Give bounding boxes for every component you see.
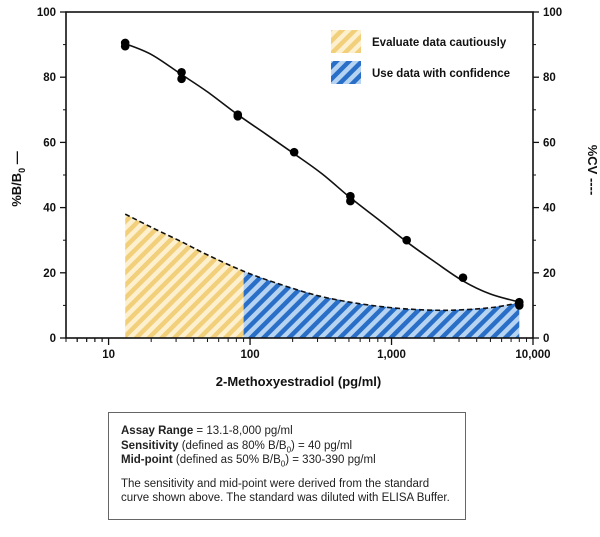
- data-point: [177, 68, 186, 77]
- assay-range-line: Assay Range = 13.1-8,000 pg/ml: [121, 424, 453, 439]
- y-tick-label-right: 100: [543, 7, 562, 19]
- chart: 0 0 20 20 40 40 60 60 80 80 100 100 10 100 1,000 10,000…: [9, 7, 600, 389]
- x-tick-label: 10: [102, 349, 115, 361]
- sensitivity-def: (defined as 80% B/B: [178, 439, 287, 452]
- confidence-region: [243, 271, 520, 338]
- data-point: [514, 301, 524, 310]
- legend-label-confidence: Use data with confidence: [372, 68, 510, 80]
- assay-range-value: = 13.1-8,000 pg/ml: [193, 425, 293, 437]
- y-tick-label-right: 20: [543, 268, 556, 280]
- sensitivity-sub: 0: [286, 444, 292, 454]
- y-tick-label-left: 100: [37, 7, 56, 19]
- y-tick-label-left: 40: [43, 203, 56, 215]
- y-tick-label-left: 80: [43, 72, 56, 84]
- y-tick-label-right: 40: [543, 203, 556, 215]
- midpoint-line: Mid-point (defined as 50% B/B0) = 330-39…: [121, 453, 453, 468]
- y-tick-label-right: 60: [543, 137, 556, 149]
- midpoint-sub: 0: [280, 459, 286, 469]
- x-tick-label: 1,000: [377, 349, 406, 361]
- legend-swatch-caution: [331, 30, 361, 53]
- y-axis-label-right: %CV ----: [585, 145, 600, 196]
- y-tick-label-right: 80: [543, 72, 556, 84]
- y-tick-label-left: 0: [50, 333, 56, 345]
- y-tick-label-left: 60: [43, 137, 56, 149]
- data-point: [120, 41, 130, 51]
- y-tick-label-left: 20: [43, 268, 56, 280]
- midpoint-value: ) = 330-390 pg/ml: [285, 454, 376, 466]
- x-tick-label: 100: [240, 349, 259, 361]
- data-point: [458, 273, 468, 282]
- sensitivity-line: Sensitivity (defined as 80% B/B0) = 40 p…: [121, 439, 453, 454]
- x-tick-label: 10,000: [515, 349, 550, 361]
- assay-info-box: Assay Range = 13.1-8,000 pg/ml Sensitivi…: [108, 412, 466, 520]
- caution-region: [125, 214, 244, 338]
- cv-dashed-line: [124, 213, 520, 312]
- x-axis-label: 2-Methoxyestradiol (pg/ml): [216, 374, 381, 389]
- y-tick-label-right: 0: [543, 333, 549, 345]
- sensitivity-value: ) = 40 pg/ml: [291, 439, 353, 452]
- data-point: [346, 196, 355, 206]
- midpoint-label: Mid-point: [121, 454, 173, 466]
- legend-swatch-confidence: [331, 61, 361, 84]
- legend-label-caution: Evaluate data cautiously: [372, 37, 507, 49]
- midpoint-def: (defined as 50% B/B: [172, 454, 281, 466]
- info-description: The sensitivity and mid-point were deriv…: [121, 477, 450, 505]
- data-point: [177, 74, 186, 84]
- bb0-curve-line: [124, 42, 520, 303]
- data-point: [289, 147, 299, 157]
- assay-range-label: Assay Range: [121, 425, 194, 437]
- sensitivity-label: Sensitivity: [121, 439, 179, 452]
- y-axis-label-left: %B/B0 —: [9, 151, 27, 207]
- data-point: [402, 235, 411, 245]
- data-point: [233, 112, 243, 121]
